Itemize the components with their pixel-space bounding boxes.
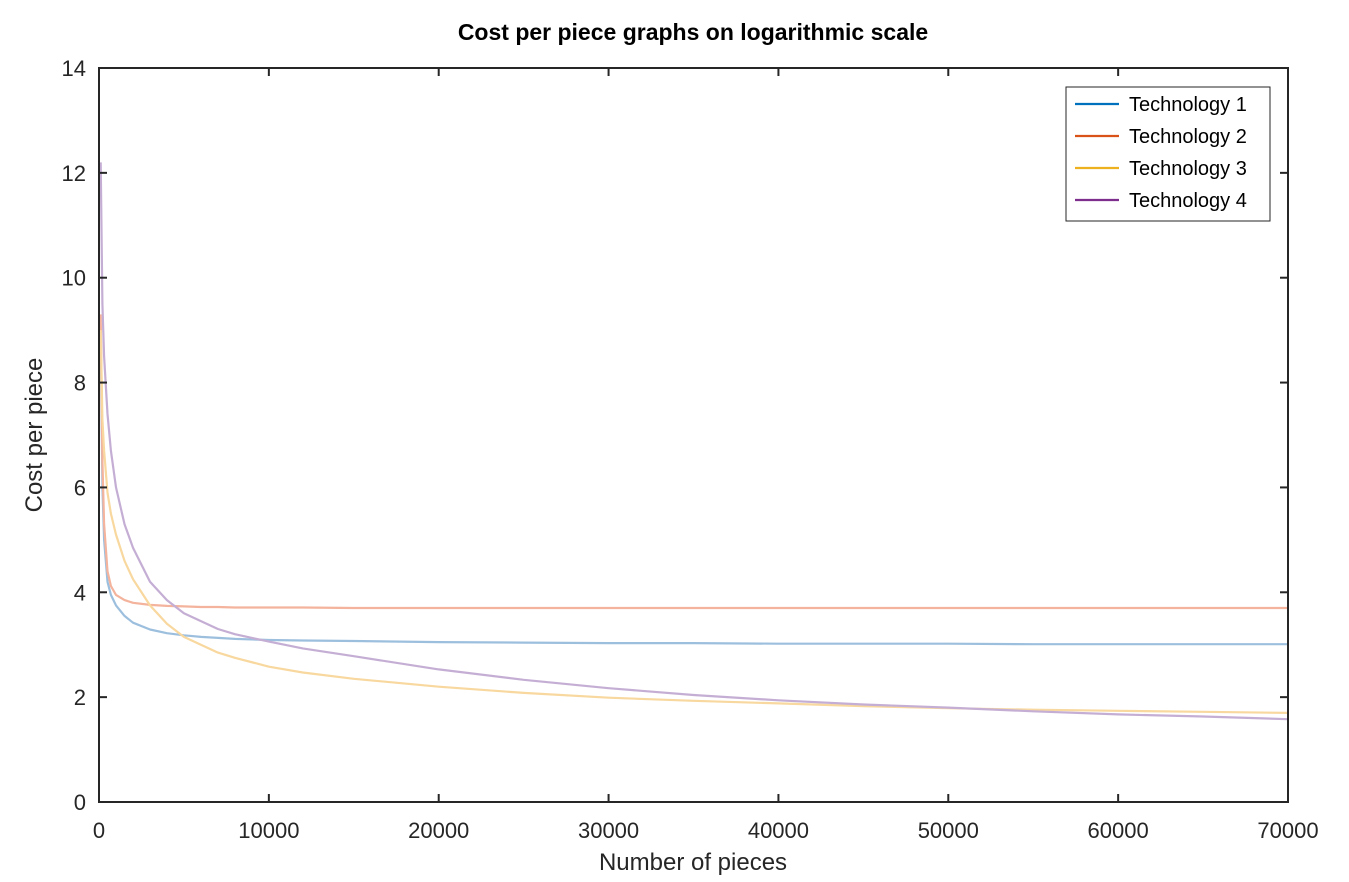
x-tick-label: 40000 bbox=[748, 818, 809, 843]
series-line-1 bbox=[99, 330, 1288, 646]
y-tick-labels: 0 2 4 6 8 10 12 14 bbox=[62, 56, 86, 815]
x-tick-label: 30000 bbox=[578, 818, 639, 843]
legend-label-1: Technology 1 bbox=[1129, 94, 1247, 116]
legend-box bbox=[1065, 86, 1271, 222]
series-layer bbox=[99, 162, 1289, 721]
x-tick-label: 10000 bbox=[238, 818, 299, 843]
legend: Technology 1 Technology 2 Technology 3 Tech… bbox=[1065, 86, 1271, 222]
x-axis-label: Number of pieces bbox=[599, 849, 787, 876]
x-tick-label: 0 bbox=[93, 818, 105, 843]
ticks-layer bbox=[98, 67, 1289, 803]
x-tick-labels: 0 10000 20000 30000 40000 50000 60000 70000 bbox=[93, 818, 1319, 843]
x-tick-label: 20000 bbox=[408, 818, 469, 843]
y-tick-label: 2 bbox=[74, 685, 86, 710]
y-tick-label: 10 bbox=[62, 266, 86, 291]
y-tick-label: 0 bbox=[74, 790, 86, 815]
plot-frame bbox=[98, 67, 1289, 803]
legend-label-3: Technology 3 bbox=[1129, 158, 1247, 180]
series-line-2 bbox=[99, 314, 1288, 610]
y-tick-label: 6 bbox=[74, 475, 86, 500]
chart-title: Cost per piece graphs on logarithmic sca… bbox=[458, 19, 928, 45]
y-tick-label: 8 bbox=[74, 371, 86, 396]
x-tick-label: 60000 bbox=[1088, 818, 1149, 843]
y-tick-label: 14 bbox=[62, 56, 86, 81]
x-tick-label: 70000 bbox=[1257, 818, 1318, 843]
series-line-4 bbox=[99, 162, 1289, 721]
x-tick-label: 50000 bbox=[918, 818, 979, 843]
y-tick-label: 4 bbox=[74, 580, 86, 605]
y-axis-label: Cost per piece bbox=[21, 358, 48, 513]
legend-label-2: Technology 2 bbox=[1129, 126, 1247, 148]
legend-label-4: Technology 4 bbox=[1129, 190, 1247, 212]
y-tick-label: 12 bbox=[62, 161, 86, 186]
